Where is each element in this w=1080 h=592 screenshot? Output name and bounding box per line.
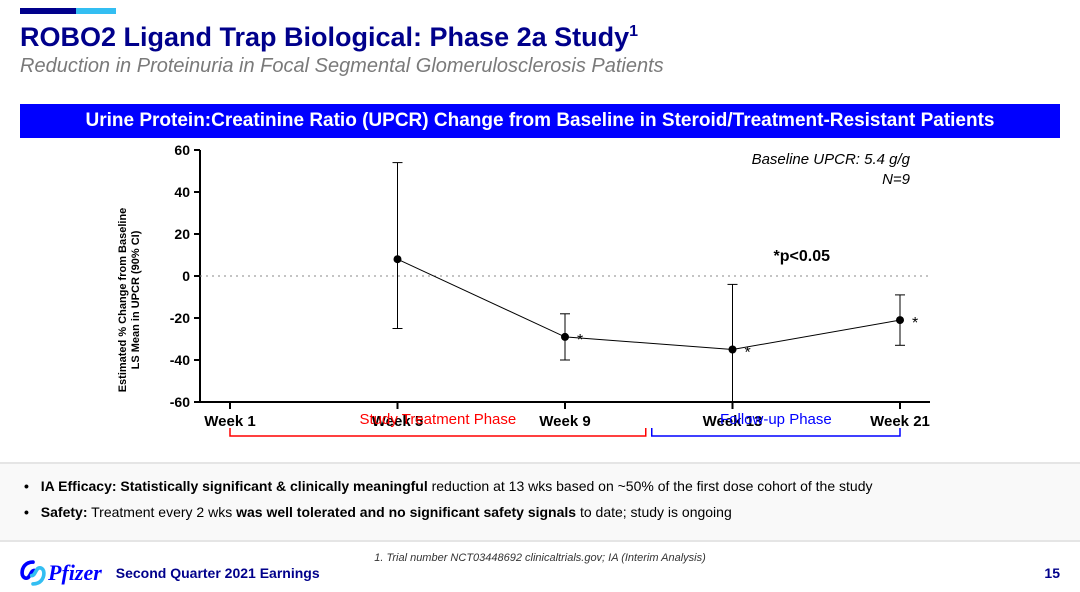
y-axis-label-line2: LS Mean in UPCR (90% CI) (130, 208, 143, 393)
svg-text:Study Treatment Phase: Study Treatment Phase (359, 411, 516, 428)
footer-left: Pfizer Second Quarter 2021 Earnings (20, 560, 320, 586)
baseline-note: Baseline UPCR: 5.4 g/g N=9 (752, 150, 910, 189)
slide-title: ROBO2 Ligand Trap Biological: Phase 2a S… (20, 22, 664, 53)
y-axis-label: Estimated % Change from Baseline LS Mean… (117, 208, 143, 393)
bullet-safety-mid: Treatment every 2 wks (87, 504, 236, 520)
pfizer-logo: Pfizer (20, 560, 102, 586)
baseline-note-line2: N=9 (752, 170, 910, 190)
accent-bar (76, 8, 116, 14)
slide: ROBO2 Ligand Trap Biological: Phase 2a S… (0, 0, 1080, 592)
bullet-safety-lead: Safety: (41, 504, 88, 520)
banner-text: Urine Protein:Creatinine Ratio (UPCR) Ch… (86, 110, 995, 131)
bullet-safety-bold2: was well tolerated and no significant sa… (236, 504, 576, 520)
svg-text:-40: -40 (170, 352, 190, 368)
svg-text:-60: -60 (170, 394, 190, 410)
baseline-note-line1: Baseline UPCR: 5.4 g/g (752, 150, 910, 170)
title-block: ROBO2 Ligand Trap Biological: Phase 2a S… (20, 22, 664, 78)
p-value-note: *p<0.05 (774, 248, 830, 266)
section-banner: Urine Protein:Creatinine Ratio (UPCR) Ch… (20, 104, 1060, 138)
pfizer-logo-icon (20, 560, 46, 586)
y-axis-label-line1: Estimated % Change from Baseline (117, 208, 130, 393)
svg-text:Week 1: Week 1 (204, 413, 255, 430)
svg-text:40: 40 (174, 184, 190, 200)
svg-text:20: 20 (174, 226, 190, 242)
svg-text:-20: -20 (170, 310, 190, 326)
accent-bar (20, 8, 76, 14)
slide-subtitle: Reduction in Proteinuria in Focal Segmen… (20, 55, 664, 78)
footer-label: Second Quarter 2021 Earnings (116, 565, 320, 581)
svg-text:Week 21: Week 21 (870, 413, 930, 430)
pfizer-logo-text: Pfizer (48, 560, 102, 586)
bullet-safety: Safety: Treatment every 2 wks was well t… (24, 504, 1056, 520)
bullets: IA Efficacy: Statistically significant &… (0, 462, 1080, 542)
svg-text:60: 60 (174, 142, 190, 158)
accent-bars (20, 8, 116, 14)
bullet-efficacy-lead: IA Efficacy: Statistically significant &… (41, 478, 428, 494)
svg-text:0: 0 (182, 268, 190, 284)
footer: Pfizer Second Quarter 2021 Earnings 15 (20, 560, 1060, 586)
title-superscript: 1 (629, 23, 638, 40)
title-text: ROBO2 Ligand Trap Biological: Phase 2a S… (20, 22, 629, 52)
svg-text:Follow-up Phase: Follow-up Phase (720, 411, 832, 428)
svg-text:*: * (745, 345, 751, 362)
svg-text:Week 9: Week 9 (539, 413, 590, 430)
bullet-efficacy: IA Efficacy: Statistically significant &… (24, 478, 1056, 494)
bullet-safety-rest: to date; study is ongoing (576, 504, 732, 520)
page-number: 15 (1044, 565, 1060, 581)
upcr-chart: Estimated % Change from Baseline LS Mean… (140, 140, 950, 460)
svg-text:*: * (912, 315, 918, 332)
bullet-efficacy-rest: reduction at 13 wks based on ~50% of the… (428, 478, 873, 494)
svg-text:*: * (577, 332, 583, 349)
